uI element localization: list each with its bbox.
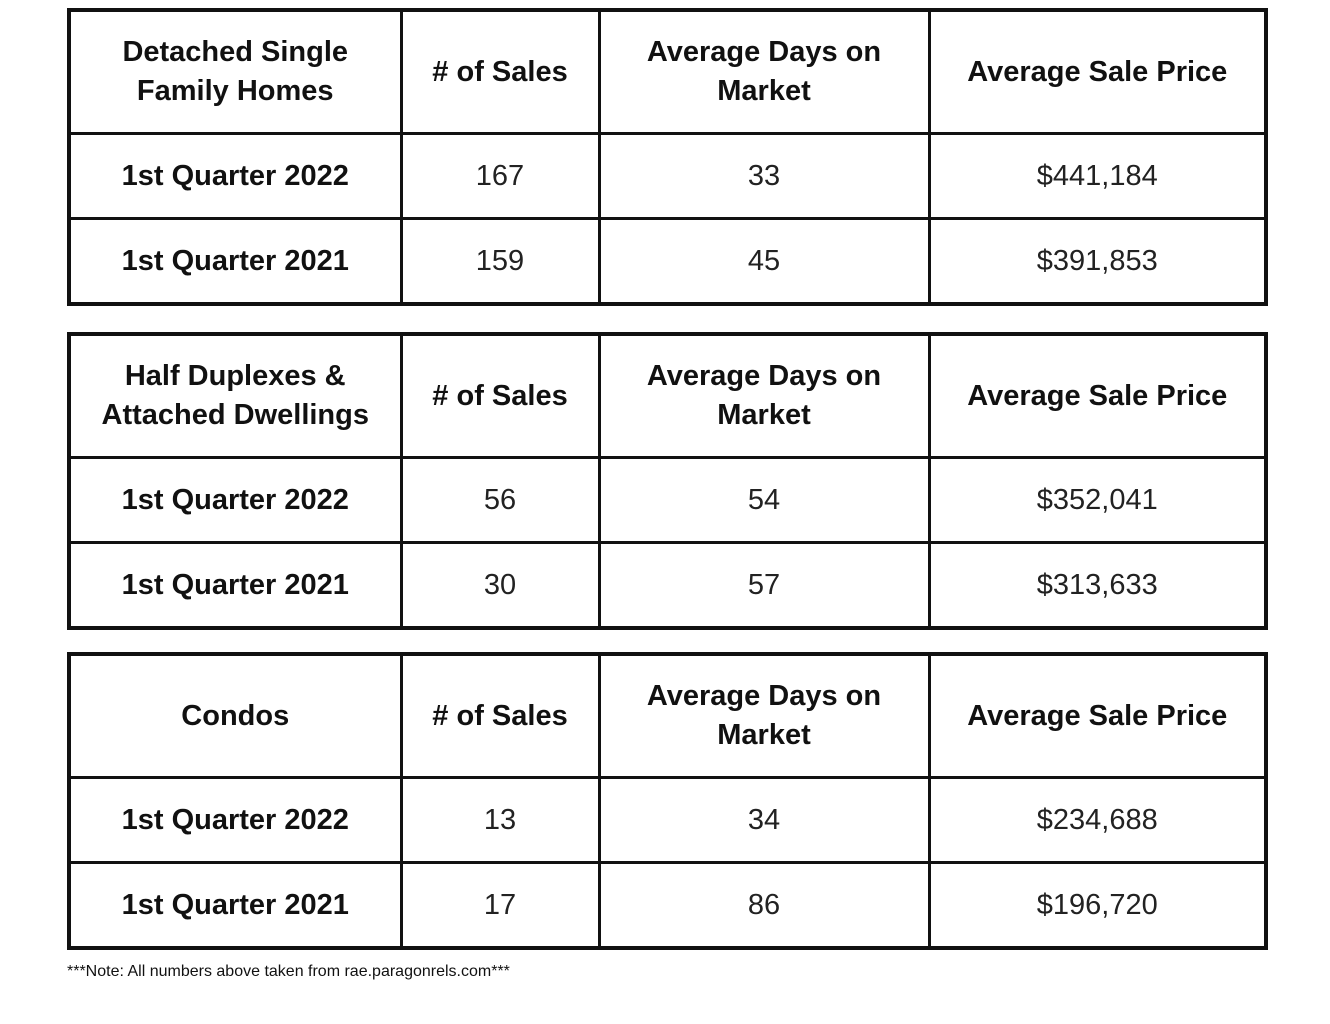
average-price-header: Average Sale Price — [927, 332, 1268, 459]
sales-count: 30 — [399, 541, 601, 630]
average-price-value: $391,853 — [927, 217, 1268, 306]
days-on-market-value: 33 — [597, 132, 931, 220]
period-label: 1st Quarter 2021 — [67, 861, 403, 950]
sales-count: 167 — [399, 132, 601, 220]
detached-homes-table: Detached Single Family Homes # of Sales … — [67, 8, 1268, 306]
days-on-market-header: Average Days on Market — [597, 8, 931, 135]
table-header-row: Detached Single Family Homes # of Sales … — [67, 8, 1268, 135]
days-on-market-header: Average Days on Market — [597, 652, 931, 779]
condos-table: Condos # of Sales Average Days on Market… — [67, 652, 1268, 950]
table-row: 1st Quarter 2021 17 86 $196,720 — [67, 861, 1268, 950]
sales-header: # of Sales — [399, 652, 601, 779]
table-row: 1st Quarter 2022 56 54 $352,041 — [67, 456, 1268, 544]
days-on-market-value: 34 — [597, 776, 931, 864]
table-header-row: Condos # of Sales Average Days on Market… — [67, 652, 1268, 779]
period-label: 1st Quarter 2022 — [67, 776, 403, 864]
days-on-market-value: 45 — [597, 217, 931, 306]
average-price-value: $234,688 — [927, 776, 1268, 864]
category-header: Detached Single Family Homes — [67, 8, 403, 135]
days-on-market-value: 86 — [597, 861, 931, 950]
category-header: Half Duplexes & Attached Dwellings — [67, 332, 403, 459]
table-row: 1st Quarter 2021 30 57 $313,633 — [67, 541, 1268, 630]
half-duplexes-table: Half Duplexes & Attached Dwellings # of … — [67, 332, 1268, 630]
period-label: 1st Quarter 2021 — [67, 217, 403, 306]
table-row: 1st Quarter 2022 167 33 $441,184 — [67, 132, 1268, 220]
table-row: 1st Quarter 2022 13 34 $234,688 — [67, 776, 1268, 864]
period-label: 1st Quarter 2022 — [67, 132, 403, 220]
average-price-value: $313,633 — [927, 541, 1268, 630]
days-on-market-value: 54 — [597, 456, 931, 544]
sales-count: 159 — [399, 217, 601, 306]
sales-count: 13 — [399, 776, 601, 864]
source-note: ***Note: All numbers above taken from ra… — [67, 963, 510, 980]
table-header-row: Half Duplexes & Attached Dwellings # of … — [67, 332, 1268, 459]
average-price-value: $441,184 — [927, 132, 1268, 220]
sales-header: # of Sales — [399, 8, 601, 135]
sales-header: # of Sales — [399, 332, 601, 459]
sales-count: 56 — [399, 456, 601, 544]
sales-count: 17 — [399, 861, 601, 950]
days-on-market-header: Average Days on Market — [597, 332, 931, 459]
period-label: 1st Quarter 2021 — [67, 541, 403, 630]
period-label: 1st Quarter 2022 — [67, 456, 403, 544]
table-row: 1st Quarter 2021 159 45 $391,853 — [67, 217, 1268, 306]
category-header: Condos — [67, 652, 403, 779]
average-price-header: Average Sale Price — [927, 652, 1268, 779]
average-price-value: $352,041 — [927, 456, 1268, 544]
days-on-market-value: 57 — [597, 541, 931, 630]
average-price-header: Average Sale Price — [927, 8, 1268, 135]
average-price-value: $196,720 — [927, 861, 1268, 950]
